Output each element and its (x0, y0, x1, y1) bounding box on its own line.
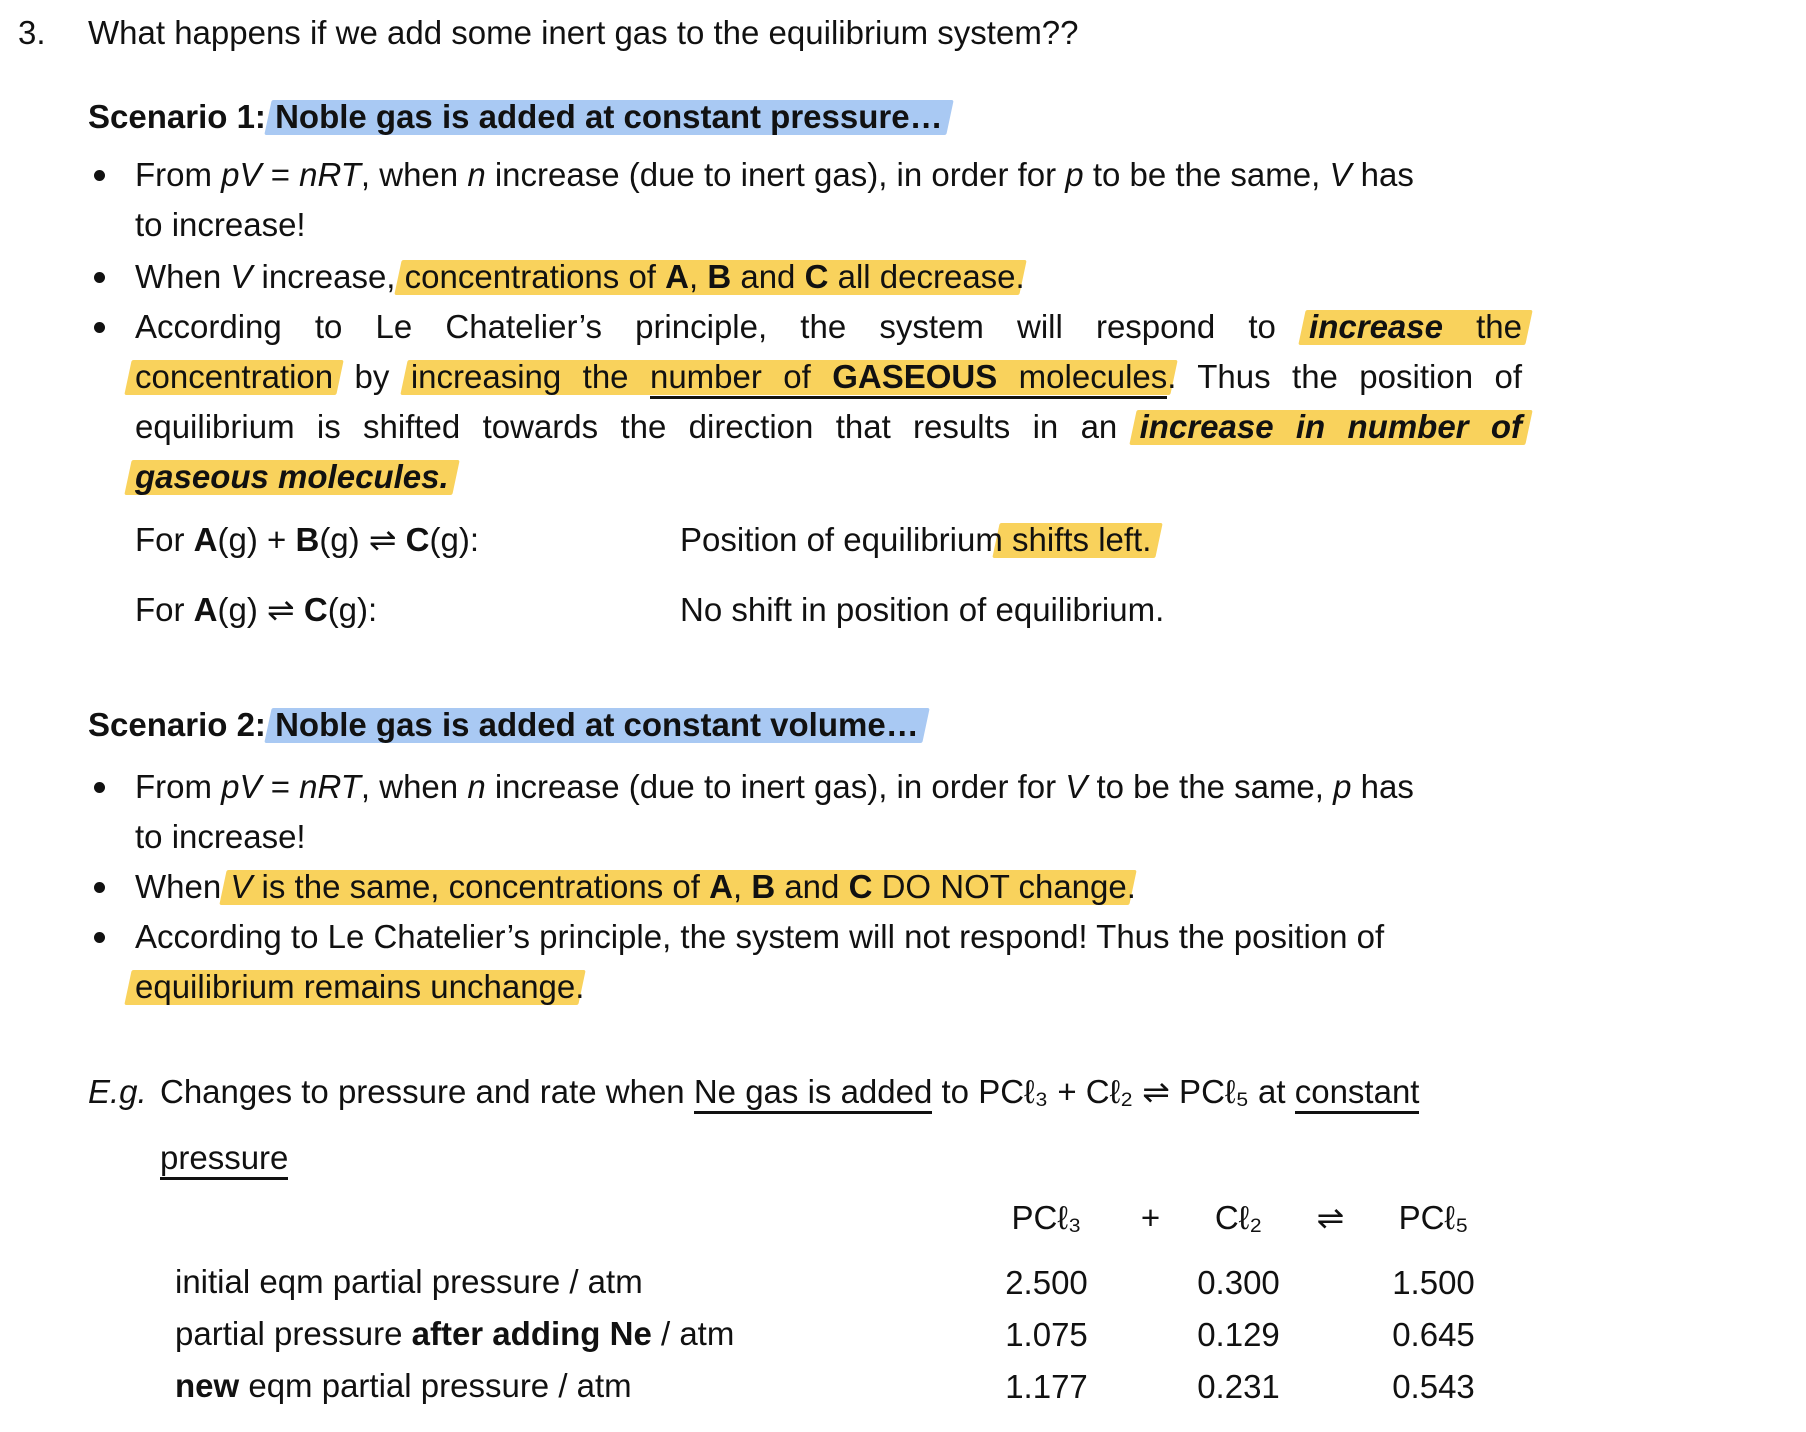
table-row: initial eqm partial pressure / atm 2.500… (175, 1257, 1806, 1309)
highlight: increase in number of (1139, 408, 1522, 445)
scenario2-bullet-3: According to Le Chatelier’s principle, t… (88, 912, 1806, 1012)
bullet-text-line: According to Le Chatelier’s principle, t… (135, 308, 1523, 345)
bullet-text-line: concentration by increasing the number o… (135, 352, 1522, 402)
bullet-icon (94, 882, 105, 893)
row-label: partial pressure after adding Ne / atm (175, 1315, 735, 1352)
bullet-icon (94, 782, 105, 793)
item-number: 3. (18, 14, 46, 51)
highlight: Noble gas is added at constant volume… (275, 706, 919, 743)
scenario2-bullet-1: From pV = nRT, when n increase (due to i… (88, 762, 1806, 862)
bullet-icon (94, 170, 105, 181)
bullet-text-line: gaseous molecules. (135, 452, 1806, 502)
bullet-text-line: to increase! (135, 206, 306, 243)
bullet-icon (94, 272, 105, 283)
bullet-text-line: From pV = nRT, when n increase (due to i… (135, 156, 1414, 193)
cell-value: 0.543 (1392, 1368, 1475, 1405)
highlight: gaseous molecules. (135, 458, 449, 495)
question-title: What happens if we add some inert gas to… (88, 14, 1079, 51)
bullet-icon (94, 932, 105, 943)
table-header-reactant1: PCℓ₃ (1011, 1199, 1082, 1236)
example-text-line: pressure (160, 1133, 1806, 1183)
bullet-text-line: From pV = nRT, when n increase (due to i… (135, 768, 1414, 805)
pressure-table: PCℓ₃ + Cℓ₂ ⇌ PCℓ₅ initial eqm partial pr… (175, 1192, 1806, 1413)
row-label: new eqm partial pressure / atm (175, 1367, 632, 1404)
table-header-reactant2: Cℓ₂ (1214, 1199, 1263, 1236)
row-label: initial eqm partial pressure / atm (175, 1263, 643, 1300)
table-row: new eqm partial pressure / atm 1.177 0.2… (175, 1361, 1806, 1413)
example-text-line: Changes to pressure and rate when Ne gas… (160, 1067, 1420, 1117)
highlight: Noble gas is added at constant pressure… (275, 98, 943, 135)
scenario2-bullet-2: When V is the same, concentrations of A,… (88, 862, 1806, 912)
example-label: E.g. (88, 1073, 147, 1110)
cell-value: 1.177 (1005, 1368, 1088, 1405)
equation-label: For A(g) ⇌ C(g): (135, 591, 378, 628)
scenario2-heading: Scenario 2: Noble gas is added at consta… (88, 706, 919, 743)
question-row: 3. What happens if we add some inert gas… (18, 8, 1806, 58)
table-header-row: PCℓ₃ + Cℓ₂ ⇌ PCℓ₅ (175, 1192, 1806, 1244)
bullet-text-line: According to Le Chatelier’s principle, t… (135, 918, 1385, 955)
table-header-product: PCℓ₅ (1398, 1199, 1469, 1236)
bullet-icon (94, 322, 105, 333)
cell-value: 0.129 (1197, 1316, 1280, 1353)
cell-value: 0.645 (1392, 1316, 1475, 1353)
equation-row-1: For A(g) + B(g) ⇌ C(g): Position of equi… (135, 515, 1806, 565)
scenario1-heading: Scenario 1: Noble gas is added at consta… (88, 98, 943, 135)
bullet-text-line: When V increase, concentrations of A, B … (135, 258, 1025, 295)
equilibrium-arrow-icon: ⇌ (1316, 1199, 1345, 1236)
cell-value: 0.300 (1197, 1264, 1280, 1301)
highlight: concentration (135, 358, 334, 395)
plus-sign: + (1140, 1199, 1161, 1236)
table-row: partial pressure after adding Ne / atm 1… (175, 1309, 1806, 1361)
worksheet-page: 3. What happens if we add some inert gas… (0, 8, 1806, 1413)
table-header-spacer (175, 1192, 985, 1244)
equation-result: No shift in position of equilibrium. (680, 591, 1165, 628)
cell-value: 1.075 (1005, 1316, 1088, 1353)
example-row: E.g. Changes to pressure and rate when N… (88, 1067, 1806, 1117)
highlight: V is the same, concentrations of A, B an… (230, 868, 1127, 905)
bullet-text-line: equilibrium is shifted towards the direc… (135, 408, 1522, 445)
cell-value: 1.500 (1392, 1264, 1475, 1301)
scenario1-bullet-2: When V increase, concentrations of A, B … (88, 252, 1806, 302)
highlight: concentrations of A, B and C all decreas… (404, 258, 1016, 295)
highlight: increase the (1309, 308, 1523, 345)
cell-value: 0.231 (1197, 1368, 1280, 1405)
highlight: equilibrium remains unchange (135, 968, 576, 1005)
bullet-text-line: equilibrium remains unchange. (135, 968, 585, 1005)
bullet-text-line: to increase! (135, 818, 306, 855)
equation-label: For A(g) + B(g) ⇌ C(g): (135, 521, 479, 558)
cell-value: 2.500 (1005, 1264, 1088, 1301)
highlight: shifts left. (1002, 521, 1152, 558)
equation-row-2: For A(g) ⇌ C(g): No shift in position of… (135, 585, 1806, 635)
equation-result: Position of equilibrium shifts left. (680, 521, 1152, 558)
scenario1-bullet-1: From pV = nRT, when n increase (due to i… (88, 150, 1806, 250)
bullet-text-line: When V is the same, concentrations of A,… (135, 868, 1136, 905)
scenario1-bullet-3: According to Le Chatelier’s principle, t… (88, 302, 1806, 502)
highlight: increasing the number of GASEOUS molecul… (411, 358, 1168, 399)
